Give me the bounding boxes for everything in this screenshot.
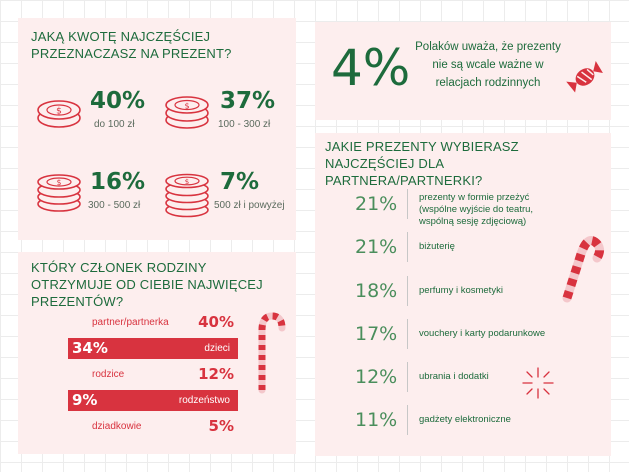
family-row: dziadkowie 5%	[68, 416, 238, 437]
gift-row: 17% vouchery i karty podarunkowe	[315, 319, 615, 349]
candy-cane-icon	[258, 312, 286, 394]
gift-value: 17%	[355, 323, 398, 345]
gift-label: ubrania i dodatki	[419, 371, 489, 382]
gift-divider	[407, 405, 408, 435]
gift-divider	[407, 189, 408, 219]
gift-divider	[407, 319, 408, 349]
family-panel: KTÓRY CZŁONEK RODZINY OTRZYMUJE OD CIEBI…	[18, 252, 296, 454]
gift-value: 11%	[355, 409, 398, 431]
amount-value: 16%	[90, 169, 146, 195]
family-row: rodzice 12%	[68, 364, 238, 385]
gifts-title: JAKIE PREZENTY WYBIERASZ NAJCZĘŚCIEJ DLA…	[325, 139, 519, 188]
amount-label: do 100 zł	[94, 119, 135, 130]
gift-label: biżuterię	[419, 241, 455, 252]
family-value: 34%	[72, 339, 108, 357]
stat-text: Polaków uważa, że prezenty nie są wcale …	[415, 41, 561, 89]
svg-text:$: $	[184, 102, 189, 111]
gift-row: 11% gadżety elektroniczne	[315, 405, 615, 435]
family-label: dziadkowie	[92, 421, 142, 432]
gift-row: 21% prezenty w formie przeżyć (wspólne w…	[315, 189, 615, 227]
family-label: partner/partnerka	[92, 317, 169, 328]
gift-row: 12% ubrania i dodatki	[315, 362, 615, 392]
gift-label: prezenty w formie przeżyć (wspólne wyjśc…	[419, 192, 534, 227]
gift-divider	[407, 276, 408, 306]
family-value: 5%	[208, 417, 234, 435]
coin-stack-icon: $	[165, 173, 209, 218]
family-label: dzieci	[204, 343, 230, 354]
amount-label: 100 - 300 zł	[218, 119, 271, 130]
family-label: rodzice	[92, 369, 125, 380]
amount-value: 40%	[90, 88, 146, 114]
svg-text:$: $	[57, 178, 62, 187]
family-row: partner/partnerka 40%	[68, 312, 238, 333]
candy-icon	[566, 60, 603, 93]
amount-value: 37%	[220, 88, 276, 114]
svg-text:$: $	[56, 107, 62, 117]
coin-stack-icon: $	[37, 174, 81, 212]
family-value: 9%	[72, 391, 98, 409]
family-list: partner/partnerka 40% 34% dzieci rodzice…	[68, 312, 238, 437]
coin-stack-icon: $	[37, 100, 81, 128]
svg-text:$: $	[185, 178, 189, 186]
gift-value: 21%	[355, 193, 398, 215]
candy-cane-icon	[562, 236, 605, 303]
stat-panel: 4% Polaków uważa, że prezenty nie są wca…	[315, 22, 611, 120]
sparkle-icon	[522, 367, 554, 399]
gift-value: 12%	[355, 366, 398, 388]
amount-value: 7%	[220, 169, 260, 195]
gift-value: 21%	[355, 236, 398, 258]
amount-title: JAKĄ KWOTĘ NAJCZĘŚCIEJ PRZEZNACZASZ NA P…	[31, 29, 232, 61]
gift-row: 21% biżuterię	[315, 232, 615, 262]
coin-stack-icon: $	[165, 96, 209, 129]
gift-divider	[407, 362, 408, 392]
gift-row: 18% perfumy i kosmetyki	[315, 276, 615, 306]
gift-label: perfumy i kosmetyki	[419, 285, 503, 296]
gift-value: 18%	[355, 280, 398, 302]
family-label: rodzeństwo	[178, 395, 230, 406]
family-title: KTÓRY CZŁONEK RODZINY OTRZYMUJE OD CIEBI…	[31, 260, 263, 309]
amount-label: 300 - 500 zł	[88, 200, 141, 211]
family-row: 9% rodzeństwo	[68, 390, 238, 411]
family-row: 34% dzieci	[68, 338, 238, 359]
amount-panel: JAKĄ KWOTĘ NAJCZĘŚCIEJ PRZEZNACZASZ NA P…	[18, 18, 296, 240]
stat-value: 4%	[331, 39, 411, 97]
gifts-panel: JAKIE PREZENTY WYBIERASZ NAJCZĘŚCIEJ DLA…	[315, 133, 611, 456]
family-value: 40%	[198, 313, 234, 331]
family-value: 12%	[198, 365, 234, 383]
gift-label: gadżety elektroniczne	[419, 414, 511, 425]
amount-label: 500 zł i powyżej	[214, 200, 285, 211]
gift-label: vouchery i karty podarunkowe	[419, 328, 546, 339]
gift-divider	[407, 232, 408, 262]
